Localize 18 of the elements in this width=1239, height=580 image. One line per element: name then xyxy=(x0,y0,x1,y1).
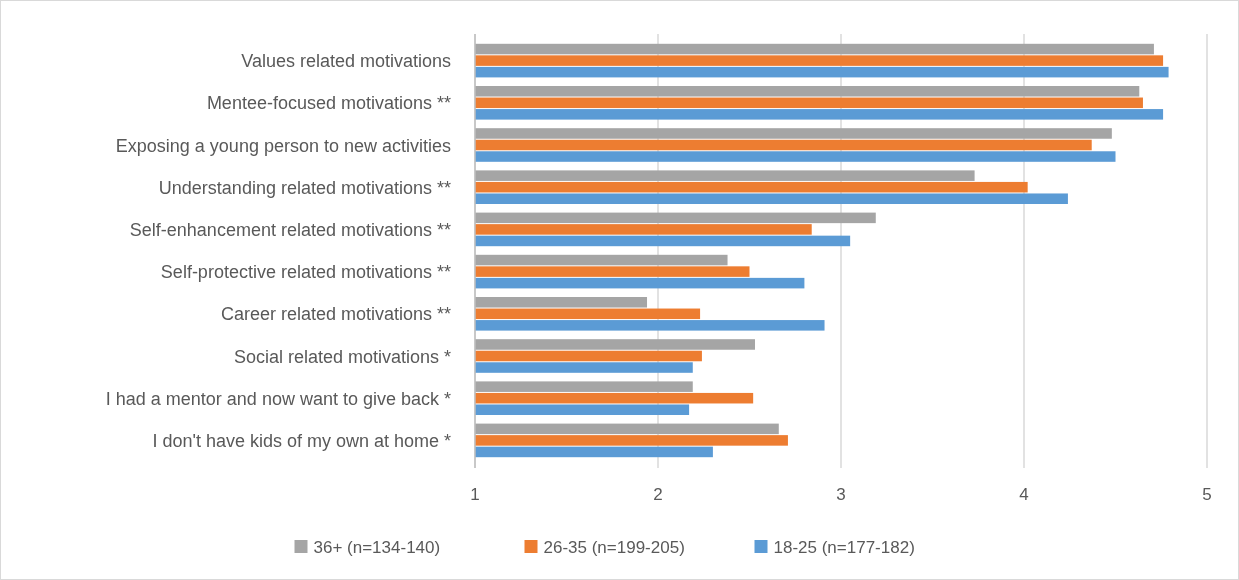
x-tick-label: 4 xyxy=(1019,485,1029,504)
y-tick-label: I don't have kids of my own at home * xyxy=(152,430,451,451)
y-tick-label: Exposing a young person to new activities xyxy=(115,135,451,156)
legend-label: 36+ (n=134-140) xyxy=(313,537,441,557)
x-tick-label: 5 xyxy=(1202,485,1212,504)
y-tick-label: Social related motivations * xyxy=(233,346,451,367)
x-tick-label: 1 xyxy=(470,485,480,504)
y-tick-label: Career related motivations ** xyxy=(220,304,451,325)
y-tick-label: Understanding related motivations ** xyxy=(158,177,451,198)
y-tick-label: Self-enhancement related motivations ** xyxy=(129,219,451,240)
y-tick-label: Self-protective related motivations ** xyxy=(160,262,451,283)
y-tick-label: Values related motivations xyxy=(241,51,451,72)
legend-label: 18-25 (n=177-182) xyxy=(773,537,915,557)
x-tick-label: 3 xyxy=(836,485,846,504)
x-tick-label: 2 xyxy=(653,485,663,504)
legend-label: 26-35 (n=199-205) xyxy=(543,537,685,557)
y-tick-label: Mentee-focused motivations ** xyxy=(206,93,451,114)
y-tick-label: I had a mentor and now want to give back * xyxy=(105,388,451,409)
